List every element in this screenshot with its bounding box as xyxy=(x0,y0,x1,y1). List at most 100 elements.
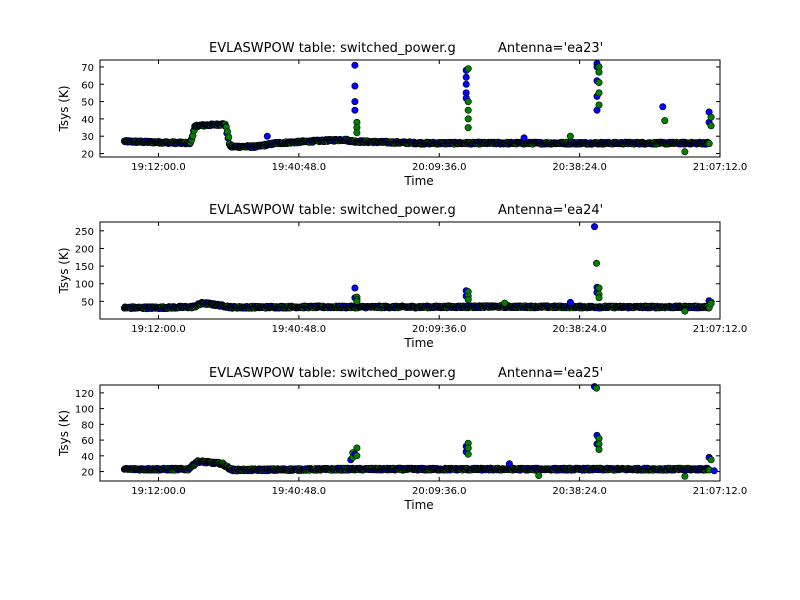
x-tick-label: 20:09:36.0 xyxy=(412,486,466,497)
point-series-1 xyxy=(590,223,598,231)
x-tick-label: 20:38:24.0 xyxy=(552,486,606,497)
point-series-1 xyxy=(659,103,667,111)
x-tick-label: 19:12:00.0 xyxy=(131,324,185,335)
point-outlier xyxy=(681,148,689,156)
point-series-1 xyxy=(462,80,470,88)
point-series-2 xyxy=(464,115,472,123)
y-tick-label: 30 xyxy=(81,132,94,143)
x-axis-label: Time xyxy=(403,336,433,350)
x-tick-label: 19:40:48.0 xyxy=(272,162,326,173)
point-series-2 xyxy=(705,140,713,148)
axes-frame xyxy=(99,59,721,158)
point-series-2 xyxy=(353,452,361,460)
y-tick-label: 20 xyxy=(81,150,94,161)
point-series-2 xyxy=(464,124,472,132)
point-outlier xyxy=(566,132,574,140)
plot-title: EVLASWPOW table: switched_power.g xyxy=(209,366,456,381)
x-tick-label: 20:38:24.0 xyxy=(552,324,606,335)
y-tick-label: 150 xyxy=(75,262,94,273)
x-tick-label: 21:07:12.0 xyxy=(693,486,747,497)
point-series-2 xyxy=(595,445,603,453)
point-series-1 xyxy=(462,73,470,81)
point-series-2 xyxy=(464,450,472,458)
y-tick-label: 120 xyxy=(75,389,94,400)
y-axis-label: Tsys (K) xyxy=(57,86,71,133)
point-series-1 xyxy=(351,284,359,292)
point-outlier xyxy=(535,471,543,479)
y-tick-label: 50 xyxy=(81,98,94,109)
point-series-2 xyxy=(595,294,603,302)
subplot-1: EVLASWPOW table: switched_power.g Antenna… xyxy=(57,41,747,188)
y-tick-label: 100 xyxy=(75,280,94,291)
point-outlier xyxy=(566,298,574,306)
x-tick-label: 19:12:00.0 xyxy=(131,486,185,497)
y-axis-label: Tsys (K) xyxy=(57,410,71,457)
plot-antenna-label: Antenna='ea23' xyxy=(498,41,603,56)
point-outlier xyxy=(710,467,718,475)
axes-frame xyxy=(99,221,721,320)
point-series-2 xyxy=(595,89,603,97)
x-tick-label: 19:40:48.0 xyxy=(272,486,326,497)
point-series-2 xyxy=(595,284,603,292)
y-tick-label: 60 xyxy=(81,436,94,447)
point-series-2 xyxy=(353,129,361,137)
point-series-1 xyxy=(351,82,359,90)
y-tick-label: 100 xyxy=(75,405,94,416)
y-tick-label: 250 xyxy=(75,227,94,238)
data-points xyxy=(120,383,718,480)
point-series-2 xyxy=(595,101,603,109)
point-series-2 xyxy=(464,296,472,304)
point-outlier xyxy=(505,460,513,468)
point-series-2 xyxy=(464,444,472,452)
point-series-2 xyxy=(592,384,600,392)
plot-title: EVLASWPOW table: switched_power.g xyxy=(209,203,456,218)
y-tick-label: 20 xyxy=(81,468,94,479)
y-axis-label: Tsys (K) xyxy=(57,248,71,295)
x-tick-label: 20:38:24.0 xyxy=(552,162,606,173)
y-tick-label: 40 xyxy=(81,115,94,126)
point-series-1 xyxy=(351,61,359,69)
point-series-2 xyxy=(595,68,603,76)
y-tick-label: 200 xyxy=(75,244,94,255)
plot-antenna-label: Antenna='ea24' xyxy=(498,203,603,218)
x-tick-label: 19:12:00.0 xyxy=(131,162,185,173)
y-tick-label: 80 xyxy=(81,420,94,431)
point-outlier xyxy=(681,472,689,480)
x-axis-label: Time xyxy=(403,174,433,188)
point-series-2 xyxy=(353,297,361,305)
point-outlier xyxy=(520,134,528,142)
point-series-2 xyxy=(707,113,715,121)
point-outlier xyxy=(501,299,509,307)
x-tick-label: 21:07:12.0 xyxy=(693,162,747,173)
point-series-2 xyxy=(592,259,600,267)
data-points xyxy=(120,59,715,156)
plot-antenna-label: Antenna='ea25' xyxy=(498,366,603,381)
x-tick-label: 19:40:48.0 xyxy=(272,324,326,335)
y-tick-label: 70 xyxy=(81,63,94,74)
point-series-2 xyxy=(661,117,669,125)
y-tick-label: 60 xyxy=(81,80,94,91)
point-series-2 xyxy=(464,98,472,106)
x-tick-label: 20:09:36.0 xyxy=(412,324,466,335)
point-series-2 xyxy=(707,299,715,307)
x-tick-label: 20:09:36.0 xyxy=(412,162,466,173)
point-series-2 xyxy=(707,456,715,464)
point-series-2 xyxy=(595,79,603,87)
x-axis-label: Time xyxy=(403,498,433,512)
data-points xyxy=(120,223,715,315)
subplot-2: EVLASWPOW table: switched_power.g Antenna… xyxy=(57,203,747,350)
subplot-3: EVLASWPOW table: switched_power.g Antenna… xyxy=(57,366,747,512)
point-outlier xyxy=(681,307,689,315)
y-tick-label: 50 xyxy=(81,297,94,308)
point-series-1 xyxy=(351,98,359,106)
point-series-2 xyxy=(464,65,472,73)
point-series-2 xyxy=(225,133,233,141)
plot-title: EVLASWPOW table: switched_power.g xyxy=(209,41,456,56)
point-series-2 xyxy=(707,122,715,130)
point-series-2 xyxy=(353,444,361,452)
point-outlier xyxy=(263,132,271,140)
x-tick-label: 21:07:12.0 xyxy=(693,324,747,335)
point-series-2 xyxy=(464,106,472,114)
